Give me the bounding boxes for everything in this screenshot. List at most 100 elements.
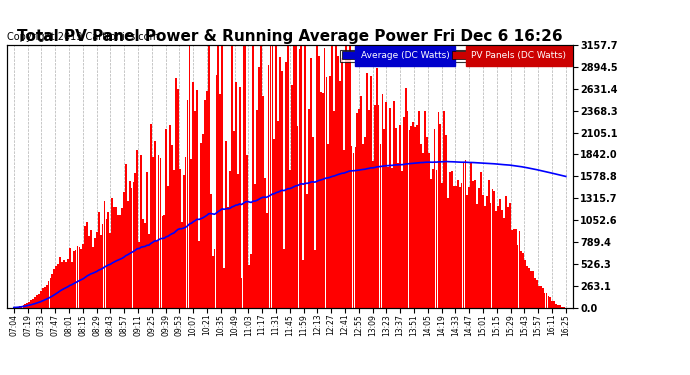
Bar (144, 224, 146, 308)
Bar (355, 147, 356, 308)
Bar (34, 297, 36, 307)
Bar (348, 45, 351, 308)
Bar (442, 183, 443, 308)
Bar (339, 81, 341, 308)
Bar (345, 46, 346, 308)
Bar (86, 222, 88, 308)
Bar (515, 230, 517, 308)
Bar (397, 163, 399, 308)
Bar (331, 45, 333, 308)
Bar (235, 82, 237, 308)
Bar (401, 171, 403, 308)
Bar (225, 141, 227, 308)
Bar (256, 110, 258, 308)
Bar (337, 56, 339, 308)
Bar (241, 278, 242, 308)
Bar (374, 105, 375, 308)
Bar (229, 171, 231, 308)
Bar (472, 181, 474, 308)
Bar (480, 172, 482, 308)
Bar (262, 96, 264, 308)
Bar (532, 271, 534, 308)
Bar (314, 249, 316, 308)
Bar (297, 126, 299, 308)
Bar (289, 170, 290, 308)
Bar (351, 146, 353, 308)
Bar (227, 207, 229, 308)
Bar (275, 45, 277, 308)
Bar (395, 128, 397, 308)
Bar (295, 45, 297, 308)
Bar (490, 202, 491, 308)
Bar (428, 153, 430, 308)
Bar (123, 192, 125, 308)
Bar (376, 68, 377, 308)
Bar (82, 244, 84, 308)
Bar (493, 191, 495, 308)
Bar (403, 117, 404, 308)
Bar (138, 242, 140, 308)
Bar (52, 274, 53, 308)
Bar (130, 189, 132, 308)
Bar (358, 110, 360, 308)
Bar (43, 287, 46, 308)
Bar (497, 206, 499, 308)
Bar (140, 154, 142, 308)
Bar (156, 240, 157, 308)
Bar (237, 174, 239, 308)
Bar (196, 90, 198, 308)
Bar (188, 45, 190, 308)
Bar (517, 244, 518, 308)
Bar (386, 102, 387, 308)
Bar (135, 173, 137, 308)
Bar (277, 121, 279, 308)
Bar (443, 111, 445, 308)
Bar (215, 75, 217, 307)
Bar (488, 180, 489, 308)
Bar (377, 105, 380, 308)
Bar (208, 45, 210, 308)
Bar (193, 82, 194, 308)
Bar (61, 262, 63, 308)
Bar (328, 144, 329, 308)
Bar (391, 168, 393, 308)
Bar (53, 269, 55, 308)
Bar (59, 257, 61, 307)
Bar (221, 45, 223, 308)
Bar (260, 45, 262, 308)
Bar (559, 305, 561, 308)
Bar (461, 183, 462, 308)
Bar (195, 111, 196, 308)
Bar (19, 306, 21, 308)
Bar (253, 45, 254, 308)
Bar (312, 137, 314, 308)
Bar (387, 166, 389, 308)
Bar (536, 280, 538, 308)
Bar (393, 101, 395, 308)
Bar (501, 210, 503, 308)
Bar (455, 186, 457, 308)
Bar (360, 96, 362, 308)
Bar (71, 262, 72, 308)
Bar (357, 113, 358, 308)
Bar (79, 247, 80, 308)
Bar (101, 224, 104, 308)
Bar (179, 170, 181, 308)
Bar (447, 198, 449, 308)
Bar (90, 230, 92, 308)
Bar (495, 211, 497, 308)
Bar (77, 246, 79, 308)
Bar (108, 213, 109, 308)
Bar (380, 144, 382, 308)
Bar (17, 307, 19, 308)
Bar (119, 215, 121, 308)
Bar (507, 207, 509, 308)
Bar (457, 180, 459, 308)
Bar (440, 124, 442, 308)
Bar (534, 278, 536, 308)
Bar (111, 198, 113, 308)
Bar (435, 170, 437, 308)
Bar (478, 188, 480, 308)
Bar (335, 45, 337, 308)
Bar (92, 247, 94, 308)
